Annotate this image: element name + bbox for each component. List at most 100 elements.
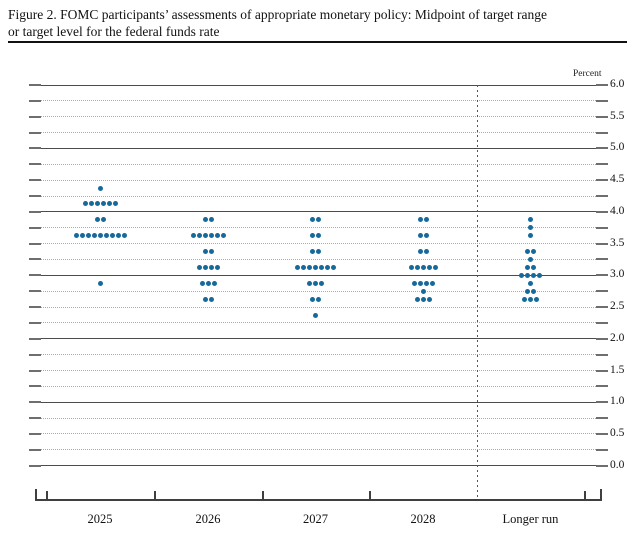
projection-dot [423,249,429,255]
gridline-minor [35,243,602,245]
axis-tick-left [29,432,41,435]
axis-tick-right [596,337,608,340]
gridline-minor [35,227,602,229]
gridline-minor [35,306,602,308]
axis-tick-right [596,369,608,372]
projection-dot [408,264,414,270]
axis-tick-right [596,321,608,324]
axis-tick-right [596,226,608,229]
projection-dot [525,288,530,294]
projection-dot [423,233,429,239]
projection-dot [319,264,324,270]
projection-dot [196,264,202,270]
projection-dot [214,233,220,239]
projection-dot [190,233,196,239]
projection-dot [331,264,336,270]
projection-dot [531,272,536,278]
axis-tick-right [596,195,608,198]
x-axis-category-label: Longer run [502,512,559,526]
projection-dot [423,217,429,223]
gridline-major [35,211,602,213]
projection-dot [79,233,85,239]
x-axis-category-label: 2025 [87,512,113,526]
x-axis-section-tick [369,491,371,499]
axis-tick-right [596,258,608,261]
projection-dot [301,264,306,270]
y-axis-label: 2.0 [610,331,625,344]
gridline-minor [35,163,602,165]
projection-dot [115,233,121,239]
axis-tick-right [596,353,608,356]
projection-dot [199,280,205,286]
projection-dot [94,201,100,207]
axis-tick-left [29,147,41,150]
projection-dot [208,296,214,302]
projection-dot [307,280,312,286]
axis-tick-left [29,321,41,324]
gridline-major [35,401,602,403]
gridline-minor [35,417,602,419]
axis-tick-right [596,84,608,86]
projection-dot [525,264,530,270]
projection-dot [528,233,533,239]
projection-dot [420,264,426,270]
projection-dot [307,264,312,270]
projection-dot [531,264,536,270]
axis-tick-left [29,242,41,245]
projection-dot [417,217,423,223]
projection-dot [522,296,527,302]
axis-tick-right [596,210,608,213]
projection-dot [528,256,533,262]
axis-tick-right [596,306,608,309]
projection-dot [313,280,318,286]
projection-dot [528,217,533,223]
projection-dot [426,296,432,302]
gridline-minor [35,290,602,292]
axis-tick-left [29,131,41,134]
projection-dot [420,288,426,294]
x-axis-section-tick [46,491,48,499]
axis-tick-left [29,353,41,356]
projection-dot [528,280,533,286]
projection-dot [528,225,533,231]
gridline-major [35,147,602,149]
projection-dot [208,217,214,223]
y-axis-label: 0.5 [610,426,625,439]
projection-dot [420,296,426,302]
projection-dot [313,264,318,270]
projection-dot [214,264,220,270]
projection-dot [208,264,214,270]
axis-tick-right [596,290,608,293]
longer-run-separator [477,85,478,499]
gridline-minor [35,449,602,451]
projection-dot [531,288,536,294]
projection-dot [310,233,315,239]
axis-tick-left [29,163,41,166]
projection-dot [100,201,106,207]
projection-dot [88,201,94,207]
projection-dot [417,280,423,286]
projection-dot [208,233,214,239]
axis-tick-right [596,401,608,404]
projection-dot [316,233,321,239]
axis-tick-left [29,115,41,118]
axis-tick-left [29,226,41,229]
axis-tick-right [596,163,608,166]
axis-tick-left [29,369,41,372]
projection-dot [295,264,300,270]
y-axis-label: 4.0 [610,204,625,217]
x-axis-section-tick [584,491,586,499]
projection-dot [97,280,103,286]
axis-tick-right [596,242,608,245]
projection-dot [202,233,208,239]
figure-title-line1: Figure 2. FOMC participants’ assessments… [8,7,548,22]
y-axis-label: 5.5 [610,109,625,122]
axis-tick-left [29,417,41,420]
projection-dot [316,217,321,223]
axis-tick-left [29,195,41,198]
projection-dot [310,249,315,255]
gridline-minor [35,385,602,387]
gridline-minor [35,370,602,372]
x-axis-line [35,499,602,501]
